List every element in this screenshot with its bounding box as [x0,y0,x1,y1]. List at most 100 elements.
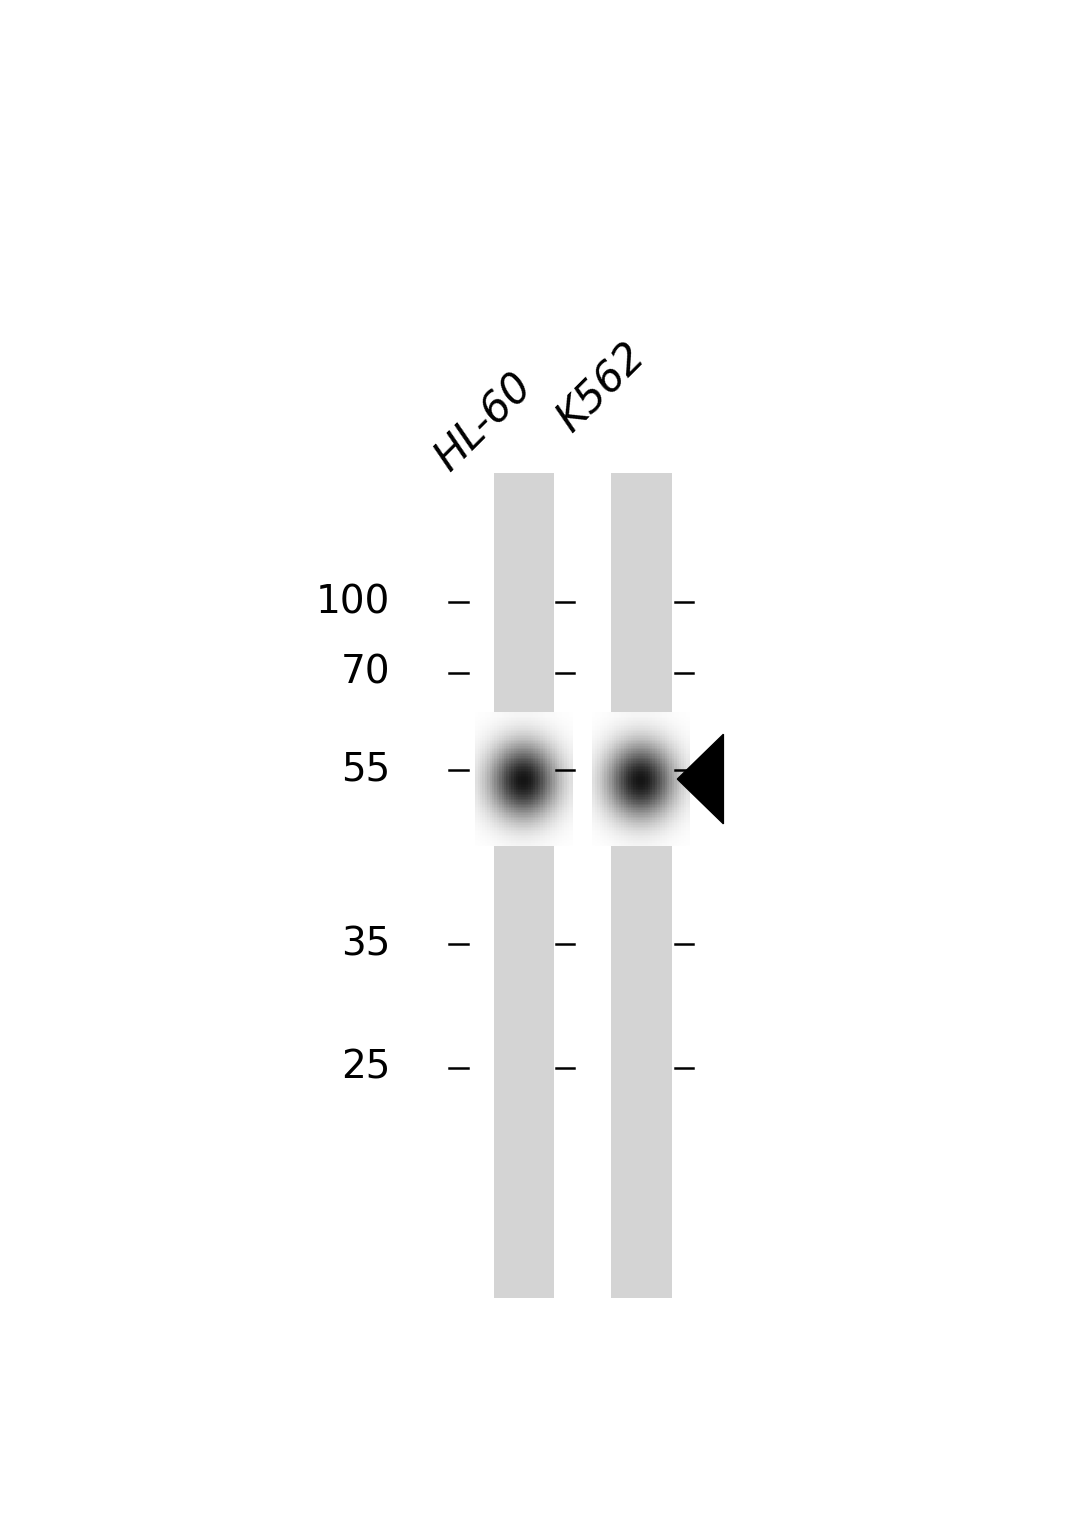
Bar [638,730,643,735]
Bar [492,818,497,822]
Bar [667,741,671,746]
Bar [550,785,554,790]
Bar [670,833,674,837]
Bar [504,811,509,816]
Bar [650,813,654,818]
Bar [554,741,558,746]
Bar [536,761,540,766]
Bar [548,712,552,717]
Bar [554,842,558,847]
Bar [664,781,669,785]
Bar [640,819,645,824]
Bar [502,828,505,833]
Bar [676,802,680,807]
Bar [650,795,654,799]
Bar [593,841,596,845]
Bar [617,824,621,828]
Bar [502,798,505,802]
Bar [516,735,521,739]
Bar [615,785,618,790]
Bar [631,733,635,738]
Bar [686,839,690,844]
Bar [621,824,625,828]
Bar [550,781,554,785]
Bar [564,720,568,724]
Bar [567,824,571,828]
Bar [626,730,631,735]
Bar [648,773,652,778]
Bar [679,782,684,787]
Bar [492,733,497,738]
Bar [516,752,521,756]
Bar [617,821,621,825]
Bar [676,739,680,744]
Bar [483,712,487,717]
Bar [633,816,637,821]
Bar [545,782,549,787]
Bar [686,833,690,837]
Bar [530,753,535,758]
Bar [662,831,666,836]
Bar [662,782,666,787]
Bar [502,784,505,788]
Bar [559,738,564,743]
Bar [557,739,562,744]
Bar [552,732,556,736]
Bar [502,819,505,824]
Bar [550,839,554,844]
Bar [536,756,540,761]
Bar [674,830,678,834]
Bar [538,743,542,747]
Bar [599,735,604,739]
Bar [559,785,564,790]
Bar [536,798,540,802]
Bar [679,785,684,790]
Bar [599,821,604,825]
Bar [530,834,535,839]
Bar [475,782,480,787]
Bar [593,726,596,730]
Bar [650,822,654,827]
Bar [545,811,549,816]
Bar [511,827,515,831]
Bar [650,715,654,720]
Bar [636,790,639,795]
Bar [569,842,573,847]
Bar [492,819,497,824]
Bar [643,756,647,761]
Bar [480,713,484,718]
Bar [536,790,540,795]
Bar [629,808,633,813]
Bar [633,830,637,834]
Bar [686,799,690,804]
Bar [599,753,604,758]
Bar [569,743,573,747]
Bar [662,732,666,736]
Bar [617,816,621,821]
Bar [552,825,556,830]
Bar [593,766,596,770]
Bar [662,811,666,816]
Bar [681,818,686,822]
Bar [559,790,564,795]
Bar [667,802,671,807]
Bar [504,756,509,761]
Bar [542,749,546,753]
Bar [681,799,686,804]
Bar [485,781,489,785]
Bar [557,834,562,839]
Bar [602,772,606,776]
Bar [676,796,680,801]
Bar [672,713,676,718]
Bar [593,811,596,816]
Bar [638,753,643,758]
Bar [536,836,540,842]
Bar [489,723,494,729]
Bar [540,773,544,778]
Bar [492,743,497,747]
Bar [667,784,671,788]
Bar [595,790,599,795]
Bar [664,752,669,756]
Bar [530,743,535,747]
Bar [619,759,623,764]
